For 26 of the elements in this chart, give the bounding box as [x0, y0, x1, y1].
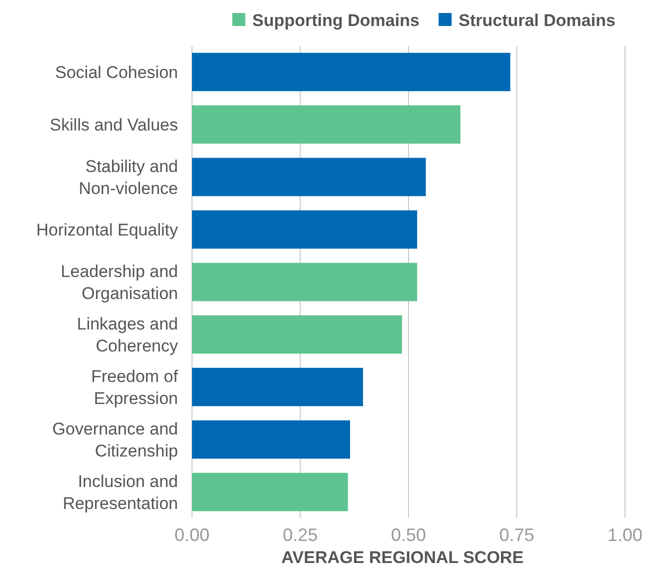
bar: [192, 315, 402, 354]
bar: [192, 262, 418, 302]
x-tick-label: 0.50: [390, 525, 426, 545]
y-tick-label: Governance and Citizenship: [52, 420, 178, 461]
legend-label: Supporting Domains: [252, 11, 420, 30]
y-tick-label: Leadership and Organisation: [60, 262, 178, 303]
bar: [192, 52, 510, 92]
x-tick-label: 0.75: [499, 525, 534, 545]
y-tick-label: Freedom of Expression: [91, 367, 178, 408]
x-tick-label: 1.00: [607, 525, 643, 545]
x-axis-title: AVERAGE REGIONAL SCORE: [281, 548, 524, 565]
bar: [192, 210, 418, 249]
bar: [192, 420, 350, 459]
y-tick-label: Social Cohesion: [55, 62, 178, 82]
bar: [192, 158, 426, 196]
y-tick-label: Stability and Non-violence: [78, 156, 178, 198]
y-tick-label: Linkages and Coherency: [76, 314, 178, 356]
bar: [192, 472, 348, 512]
y-tick-label: Skills and Values: [50, 115, 178, 134]
y-tick-label: Inclusion and Representation: [62, 472, 178, 514]
bar: [192, 105, 460, 144]
y-tick-label: Horizontal Equality: [36, 220, 178, 240]
bar: [192, 368, 364, 406]
x-tick-label: 0.25: [282, 525, 318, 545]
x-tick-label: 0.00: [174, 525, 210, 545]
legend-label: Structural Domains: [458, 11, 616, 30]
